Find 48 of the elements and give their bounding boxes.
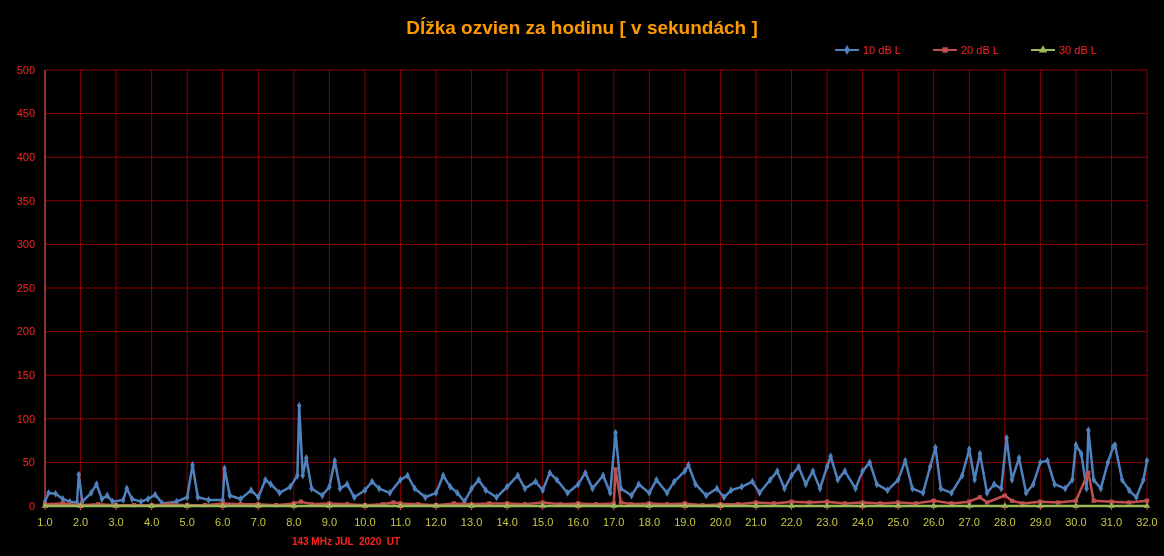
- x-tick-label: 28.0: [994, 516, 1016, 528]
- x-tick-label: 23.0: [816, 516, 838, 528]
- x-tick-label: 3.0: [108, 516, 124, 528]
- legend-label: 20 dB L: [961, 43, 999, 56]
- x-tick-label: 7.0: [250, 516, 266, 528]
- x-tick-label: 20.0: [709, 516, 732, 528]
- x-tick-label: 5.0: [179, 516, 195, 528]
- x-tick-label: 8.0: [286, 516, 302, 528]
- x-tick-label: 13.0: [460, 516, 483, 528]
- x-tick-label: 18.0: [638, 516, 661, 528]
- x-tick-label: 24.0: [851, 516, 874, 528]
- x-tick-label: 21.0: [745, 516, 767, 528]
- x-tick-label: 2.0: [72, 516, 89, 528]
- x-tick-label: 19.0: [674, 516, 696, 528]
- x-tick-label: 29.0: [1029, 516, 1052, 528]
- legend-label: 30 dB L: [1059, 43, 1097, 56]
- y-tick-label: 300: [16, 238, 35, 251]
- y-tick-label: 500: [16, 63, 35, 76]
- x-tick-label: 27.0: [958, 516, 980, 528]
- x-tick-label: 30.0: [1065, 516, 1087, 528]
- y-tick-label: 400: [16, 151, 35, 164]
- chart-title: Dĺžka ozvien za hodinu [ v sekundách ]: [406, 17, 758, 38]
- x-tick-label: 26.0: [923, 516, 945, 528]
- x-tick-label: 10.0: [354, 516, 376, 528]
- y-tick-label: 450: [16, 107, 35, 120]
- y-tick-label: 200: [16, 325, 35, 338]
- y-tick-label: 100: [16, 412, 35, 425]
- y-tick-label: 50: [22, 456, 35, 469]
- x-tick-label: 15.0: [531, 516, 554, 528]
- x-tick-label: 11.0: [390, 516, 411, 528]
- y-tick-label: 150: [16, 369, 35, 382]
- x-tick-label: 22.0: [780, 516, 803, 528]
- y-tick-label: 250: [16, 281, 35, 294]
- x-tick-label: 14.0: [496, 516, 518, 528]
- legend-label: 10 dB L: [863, 43, 901, 56]
- y-tick-label: 0: [28, 499, 35, 512]
- x-tick-label: 32.0: [1136, 516, 1158, 528]
- x-tick-label: 4.0: [144, 516, 160, 528]
- x-tick-label: 1.0: [37, 516, 53, 528]
- x-tick-label: 25.0: [887, 516, 909, 528]
- x-tick-label: 9.0: [321, 516, 338, 528]
- x-tick-label: 12.0: [425, 516, 447, 528]
- x-tick-label: 6.0: [215, 516, 231, 528]
- x-tick-label: 31.0: [1100, 516, 1123, 528]
- y-tick-label: 350: [16, 194, 35, 207]
- x-axis-title: 143 MHz JUL 2020 UT: [291, 536, 401, 547]
- x-tick-label: 16.0: [567, 516, 589, 528]
- x-tick-label: 17.0: [603, 516, 625, 528]
